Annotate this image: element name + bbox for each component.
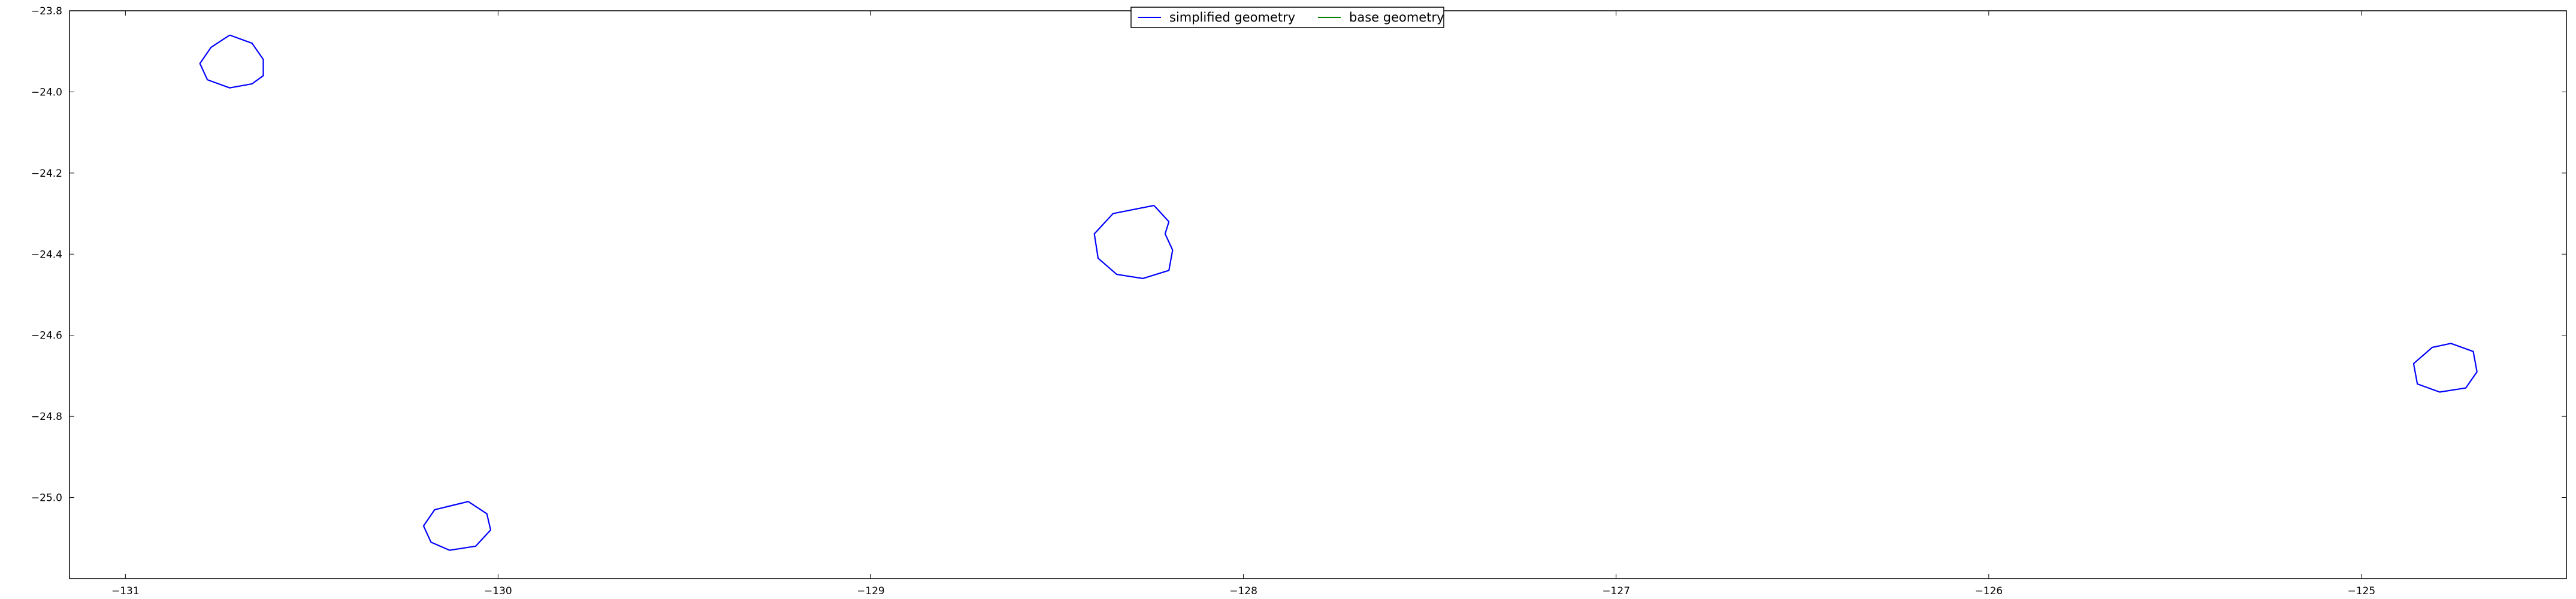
series-1-polygon-2 [1093,204,1174,279]
x-tick-label: −131 [111,585,140,597]
series-1-polygon-1 [199,34,264,89]
x-tick-label: −126 [1975,585,2003,597]
legend: simplified geometry base geometry [1130,7,1444,28]
y-tick-label: −24.8 [31,411,62,423]
series-1-polygon-3 [422,501,492,551]
y-tick-label: −24.4 [31,249,62,261]
x-tick-label: −128 [1229,585,1257,597]
y-tick-label: −25.0 [31,492,62,504]
axes-frame [69,10,2567,579]
legend-label-2: base geometry [1349,10,1444,25]
axes: −131 −130 −129 −128 −127 −126 −125 −23.8 −24.0 −2… [31,5,2567,597]
legend-label-1: simplified geometry [1169,10,1295,25]
y-tick-label: −24.0 [31,86,62,98]
x-tick-label: −125 [2347,585,2375,597]
plot-area [199,34,2478,551]
x-tick-label: −130 [484,585,512,597]
series-1-polygon-4 [2412,343,2478,393]
y-tick-label: −24.2 [31,168,62,180]
x-tick-label: −129 [857,585,885,597]
x-tick-label: −127 [1602,585,1630,597]
y-tick-label: −23.8 [31,5,62,17]
y-tick-label: −24.6 [31,330,62,342]
legend-box [1130,7,1444,28]
